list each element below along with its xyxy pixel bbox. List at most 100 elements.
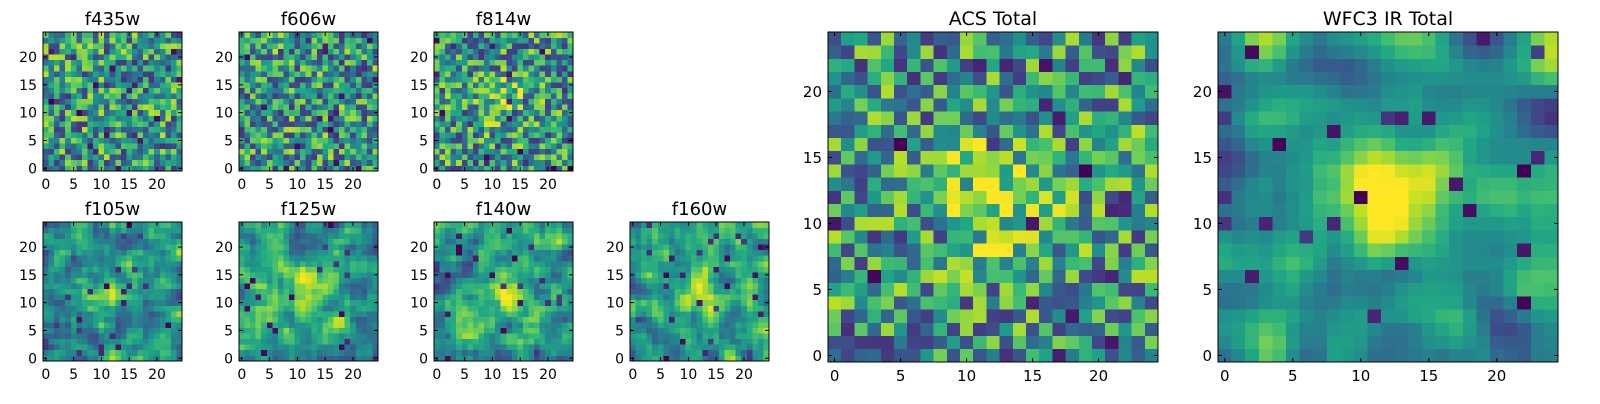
heatmap-cell xyxy=(345,127,351,133)
heatmap-cell xyxy=(334,311,340,317)
heatmap-cell xyxy=(506,239,512,245)
heatmap-cell xyxy=(104,121,110,127)
heatmap-cell xyxy=(356,317,362,323)
heatmap-cell xyxy=(76,88,82,94)
heatmap-cell xyxy=(256,71,262,77)
heatmap-cell xyxy=(881,151,895,165)
heatmap-cell xyxy=(752,322,758,328)
heatmap-cell xyxy=(171,38,177,44)
heatmap-cell xyxy=(562,93,568,99)
heatmap-cell xyxy=(356,278,362,284)
heatmap-cell xyxy=(250,239,256,245)
heatmap-cell xyxy=(171,300,177,306)
heatmap-cell xyxy=(663,228,669,234)
heatmap-cell xyxy=(947,256,961,270)
heatmap-cell xyxy=(99,60,105,66)
heatmap-cell xyxy=(658,317,664,323)
heatmap-cell xyxy=(171,154,177,160)
heatmap-cell xyxy=(506,82,512,88)
heatmap-cell xyxy=(445,43,451,49)
heatmap-cell xyxy=(697,289,703,295)
heatmap-cell xyxy=(534,71,540,77)
heatmap-cell xyxy=(490,127,496,133)
heatmap-cell xyxy=(445,222,451,228)
heatmap-cell xyxy=(278,43,284,49)
heatmap-cell xyxy=(506,32,512,38)
heatmap-cell xyxy=(138,278,144,284)
heatmap-cell xyxy=(154,255,160,261)
heatmap-cell xyxy=(1079,177,1093,191)
heatmap-cell xyxy=(115,283,121,289)
heatmap-cell xyxy=(691,261,697,267)
heatmap-cell xyxy=(278,127,284,133)
heatmap-cell xyxy=(300,60,306,66)
heatmap-cell xyxy=(367,322,373,328)
heatmap-cell xyxy=(60,300,66,306)
y-tick-label: 20 xyxy=(215,50,233,66)
heatmap-cell xyxy=(517,88,523,94)
heatmap-cell xyxy=(445,54,451,60)
heatmap-cell xyxy=(350,250,356,256)
heatmap-cell xyxy=(306,300,312,306)
heatmap-cell xyxy=(115,289,121,295)
heatmap-cell xyxy=(317,93,323,99)
heatmap-cell xyxy=(641,333,647,339)
heatmap-cell xyxy=(272,49,278,55)
heatmap-cell xyxy=(87,71,93,77)
heatmap-cell xyxy=(484,93,490,99)
heatmap-cell xyxy=(372,149,378,155)
heatmap-cell xyxy=(322,305,328,311)
heatmap-cell xyxy=(87,149,93,155)
heatmap-cell xyxy=(300,32,306,38)
heatmap-cell xyxy=(110,222,116,228)
heatmap-cell xyxy=(115,228,121,234)
heatmap-cell xyxy=(283,272,289,278)
heatmap-cell xyxy=(691,333,697,339)
heatmap-cell xyxy=(669,328,675,334)
heatmap-cell xyxy=(65,261,71,267)
heatmap-cell xyxy=(434,49,440,55)
heatmap-cell xyxy=(256,266,262,272)
heatmap-cell xyxy=(283,255,289,261)
heatmap-cell xyxy=(126,289,132,295)
heatmap-cell xyxy=(171,261,177,267)
heatmap-cell xyxy=(283,228,289,234)
heatmap-cell xyxy=(440,38,446,44)
heatmap-cell xyxy=(636,339,642,345)
heatmap-cell xyxy=(345,143,351,149)
heatmap-cell xyxy=(311,228,317,234)
heatmap-cell xyxy=(506,49,512,55)
heatmap-cell xyxy=(289,154,295,160)
heatmap-cell xyxy=(283,127,289,133)
heatmap-cell xyxy=(110,138,116,144)
heatmap-cell xyxy=(115,328,121,334)
heatmap-cell xyxy=(440,317,446,323)
heatmap-cell xyxy=(725,266,731,272)
heatmap-cell xyxy=(652,344,658,350)
heatmap-cell xyxy=(306,255,312,261)
heatmap-cell xyxy=(907,230,921,244)
heatmap-cell xyxy=(540,38,546,44)
heatmap-cell xyxy=(456,38,462,44)
heatmap-cell xyxy=(115,244,121,250)
heatmap-cell xyxy=(478,250,484,256)
heatmap-cell xyxy=(99,104,105,110)
heatmap-cell xyxy=(501,138,507,144)
heatmap-cell xyxy=(708,344,714,350)
heatmap-cell xyxy=(121,60,127,66)
heatmap-cell xyxy=(534,344,540,350)
heatmap-cell xyxy=(334,328,340,334)
heatmap-cell xyxy=(529,143,535,149)
heatmap-cell xyxy=(261,322,267,328)
heatmap-cell xyxy=(350,350,356,356)
heatmap-cell xyxy=(54,311,60,317)
heatmap-cell xyxy=(490,300,496,306)
heatmap-cell xyxy=(160,149,166,155)
heatmap-cell xyxy=(451,333,457,339)
heatmap-cell xyxy=(495,154,501,160)
heatmap-cell xyxy=(467,272,473,278)
heatmap-cell xyxy=(283,294,289,300)
heatmap-cell xyxy=(289,99,295,105)
heatmap-cell xyxy=(854,296,868,310)
heatmap-cell xyxy=(758,250,764,256)
